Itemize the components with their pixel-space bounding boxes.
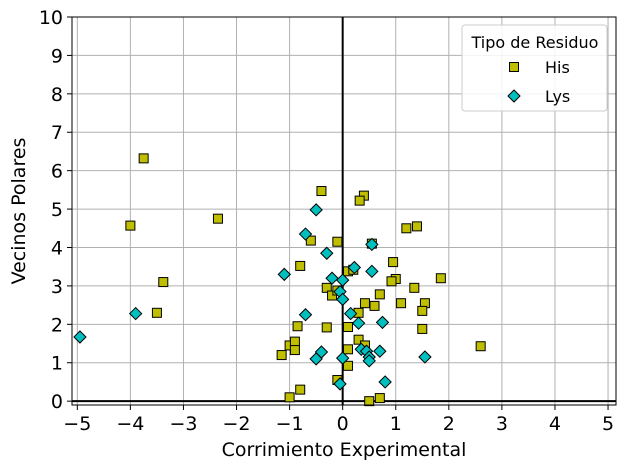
lys-point [365,264,379,279]
his-point [289,345,300,356]
lys-point [418,350,432,364]
his-point [289,336,300,347]
his-point [284,392,295,403]
x-tick-label: 2 [443,413,455,435]
his-point [295,384,306,395]
his-point [401,223,412,234]
x-tick-label: −5 [63,413,91,435]
his-point [386,276,397,287]
his-point [374,289,385,300]
his-point [396,298,407,309]
lys-point [335,351,350,365]
legend-marker-his [509,62,519,72]
his-point [417,305,428,316]
his-point [411,221,422,232]
legend-box [461,24,608,112]
his-point [332,236,343,247]
x-tick-label: 5 [602,413,614,435]
lys-point [365,237,379,252]
his-point [151,307,162,318]
legend-title: Tipo de Residuo [471,33,599,52]
lys-point [351,316,366,330]
his-point [353,334,364,345]
lys-point [277,267,291,282]
his-point [354,195,365,206]
x-tick-label: −4 [116,413,144,435]
y-tick-label: 3 [51,276,63,298]
lys-point [343,306,358,321]
his-point [342,344,353,355]
y-tick-label: 10 [39,7,63,29]
x-tick-label: 1 [390,413,402,435]
lys-point [333,377,347,391]
series-lys [73,203,432,391]
his-point [305,235,316,246]
lys-point [298,227,313,241]
his-point [212,213,223,224]
x-tick-label: 4 [549,413,561,435]
his-point [321,322,332,333]
x-tick-label: 0 [337,413,349,435]
legend-label-his: His [545,58,570,77]
x-tick-label: −3 [169,413,197,435]
lys-point [347,260,362,275]
lys-point [335,292,350,307]
lys-point [375,315,390,330]
y-tick-label: 8 [51,84,63,106]
x-axis-label: Corrimiento Experimental [222,439,467,461]
legend-label-lys: Lys [545,87,570,106]
his-point [321,282,332,293]
x-tick-label: −1 [276,413,304,435]
lys-point [325,271,339,285]
reference-lines [72,17,616,405]
plot-frame [71,16,617,406]
lys-point [378,375,392,389]
his-point [342,360,353,371]
y-tick-label: 1 [51,353,63,375]
lys-point [309,352,323,366]
his-point [417,323,428,334]
lys-point [320,246,334,260]
his-point [138,153,149,164]
y-tick-label: 5 [51,199,63,221]
data-points [73,153,486,407]
his-point [374,393,385,404]
x-tick-label: 3 [496,413,508,435]
legend-marker-lys [507,89,521,103]
his-point [359,298,370,309]
series-his [125,153,486,407]
y-tick-label: 9 [51,45,63,67]
his-point [342,322,353,333]
his-point [295,260,306,271]
lys-point [373,344,387,358]
his-point [158,277,169,288]
y-axis-ticks: 0 1 2 3 4 5 6 7 8 9 10 [39,7,72,413]
lys-point [73,330,87,344]
his-point [369,300,380,311]
his-point [435,273,446,284]
x-tick-label: −2 [223,413,251,435]
his-point [475,341,486,352]
y-axis-label: Vecinos Polares [8,138,30,285]
his-point [316,186,327,197]
y-tick-label: 7 [51,122,63,144]
y-tick-label: 6 [51,161,63,183]
his-point [125,220,136,231]
his-point [364,396,375,407]
y-tick-label: 2 [51,314,63,336]
lys-point [335,273,350,287]
his-point [388,257,399,268]
lys-point [298,308,313,322]
y-tick-label: 4 [51,237,63,259]
x-axis-ticks: −5 −4 −3 −2 −1 0 1 2 3 4 5 [63,405,614,435]
his-point [276,350,287,361]
lys-point [128,306,143,321]
lys-point [309,203,323,217]
his-point [292,321,303,332]
legend: Tipo de Residuo His Lys [461,24,608,112]
his-point [409,282,420,293]
y-tick-label: 0 [51,391,63,413]
lys-point [362,354,376,368]
